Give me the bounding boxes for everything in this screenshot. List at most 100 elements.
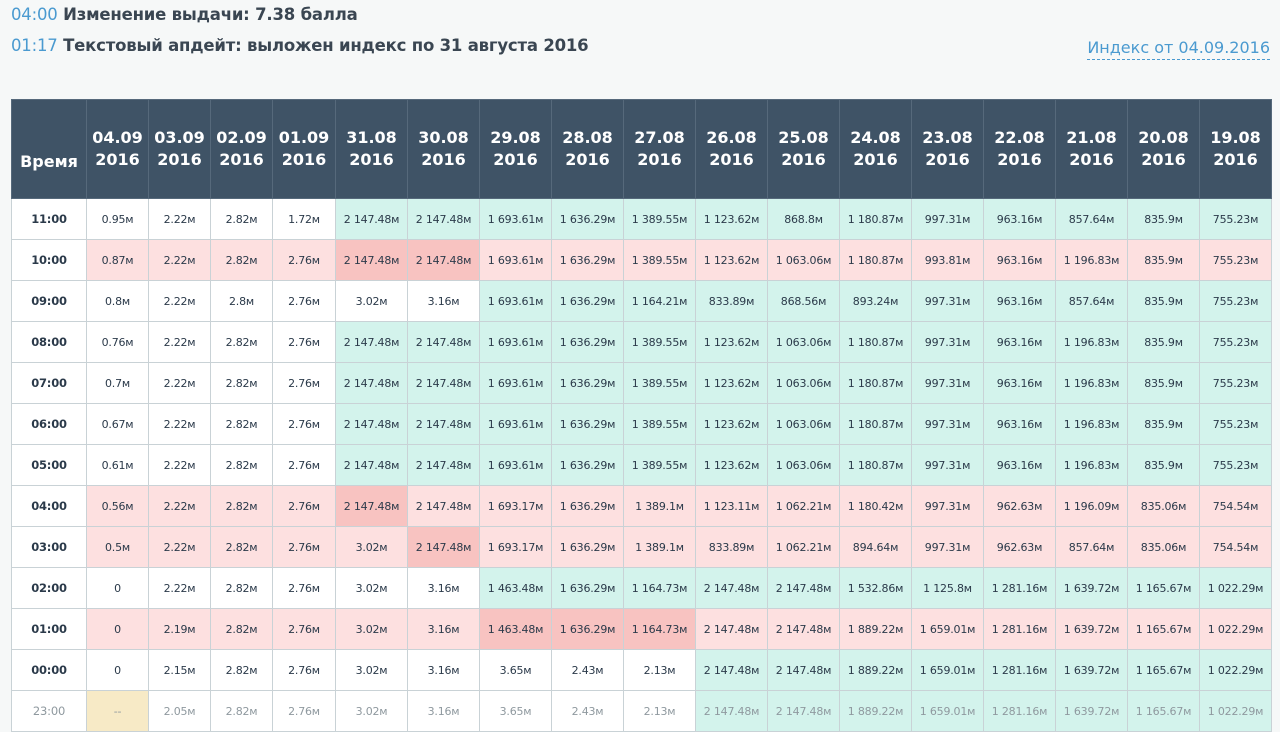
value-cell[interactable]: 2.05м — [148, 690, 211, 732]
value-cell[interactable]: 2.22м — [148, 485, 211, 527]
value-cell[interactable]: 2 147.48м — [335, 362, 408, 404]
value-cell[interactable]: 2.82м — [210, 567, 273, 609]
value-cell[interactable]: 1 180.87м — [839, 198, 912, 240]
value-cell[interactable]: 2.76м — [272, 485, 336, 527]
value-cell[interactable]: 1 389.1м — [623, 485, 696, 527]
value-cell[interactable]: 1 693.61м — [479, 362, 552, 404]
value-cell[interactable]: 2.82м — [210, 444, 273, 486]
value-cell[interactable]: 754.54м — [1199, 485, 1272, 527]
value-cell[interactable]: 1 389.55м — [623, 362, 696, 404]
value-cell[interactable]: 997.31м — [911, 198, 984, 240]
value-cell[interactable]: 1 164.21м — [623, 280, 696, 322]
value-cell[interactable]: 2 147.48м — [335, 403, 408, 445]
value-cell[interactable]: 2.82м — [210, 485, 273, 527]
value-cell[interactable]: 2 147.48м — [767, 608, 840, 650]
value-cell[interactable]: 3.02м — [335, 280, 408, 322]
value-cell[interactable]: 1 123.11м — [695, 485, 768, 527]
value-cell[interactable]: 755.23м — [1199, 239, 1272, 281]
value-cell[interactable]: 755.23м — [1199, 362, 1272, 404]
value-cell[interactable]: 2.22м — [148, 362, 211, 404]
value-cell[interactable]: 2 147.48м — [695, 649, 768, 691]
value-cell[interactable]: 997.31м — [911, 526, 984, 568]
date-column-header[interactable]: 29.08 2016 — [479, 99, 552, 199]
value-cell[interactable]: 3.02м — [335, 608, 408, 650]
value-cell[interactable]: 868.56м — [767, 280, 840, 322]
value-cell[interactable]: 1 281.16м — [983, 690, 1056, 732]
value-cell[interactable]: 2 147.48м — [407, 485, 480, 527]
value-cell[interactable]: 963.16м — [983, 444, 1056, 486]
value-cell[interactable]: 2.19м — [148, 608, 211, 650]
value-cell[interactable]: 2.76м — [272, 608, 336, 650]
value-cell[interactable]: 1 125.8м — [911, 567, 984, 609]
value-cell[interactable]: 1 636.29м — [551, 198, 624, 240]
value-cell[interactable]: 2.22м — [148, 198, 211, 240]
value-cell[interactable]: 962.63м — [983, 485, 1056, 527]
date-column-header[interactable]: 25.08 2016 — [767, 99, 840, 199]
value-cell[interactable]: 0.67м — [86, 403, 149, 445]
value-cell[interactable]: 1 196.09м — [1055, 485, 1128, 527]
value-cell[interactable]: 1 063.06м — [767, 444, 840, 486]
value-cell[interactable]: 1 389.1м — [623, 526, 696, 568]
value-cell[interactable]: 755.23м — [1199, 280, 1272, 322]
value-cell[interactable]: 2 147.48м — [767, 649, 840, 691]
value-cell[interactable]: 0.7м — [86, 362, 149, 404]
value-cell[interactable]: 2.43м — [551, 690, 624, 732]
date-column-header[interactable]: 19.08 2016 — [1199, 99, 1272, 199]
value-cell[interactable]: 833.89м — [695, 526, 768, 568]
value-cell[interactable]: 2.22м — [148, 321, 211, 363]
value-cell[interactable]: 2.82м — [210, 198, 273, 240]
value-cell[interactable]: 963.16м — [983, 280, 1056, 322]
value-cell[interactable]: 1 165.67м — [1127, 690, 1200, 732]
value-cell[interactable]: 3.16м — [407, 280, 480, 322]
value-cell[interactable]: 2.82м — [210, 239, 273, 281]
value-cell[interactable]: 754.54м — [1199, 526, 1272, 568]
date-column-header[interactable]: 21.08 2016 — [1055, 99, 1128, 199]
value-cell[interactable]: 1 636.29м — [551, 485, 624, 527]
value-cell[interactable]: 1 463.48м — [479, 567, 552, 609]
value-cell[interactable]: 1 281.16м — [983, 567, 1056, 609]
date-column-header[interactable]: 31.08 2016 — [335, 99, 408, 199]
value-cell[interactable]: 1 639.72м — [1055, 608, 1128, 650]
value-cell[interactable]: 1 180.87м — [839, 444, 912, 486]
value-cell[interactable]: 1 532.86м — [839, 567, 912, 609]
value-cell[interactable]: 0 — [86, 567, 149, 609]
value-cell[interactable]: 2.43м — [551, 649, 624, 691]
value-cell[interactable]: 1 389.55м — [623, 239, 696, 281]
value-cell[interactable]: 2.8м — [210, 280, 273, 322]
value-cell[interactable]: 3.02м — [335, 690, 408, 732]
value-cell[interactable]: 2.76м — [272, 526, 336, 568]
value-cell[interactable]: 894.64м — [839, 526, 912, 568]
value-cell[interactable]: 1 063.06м — [767, 321, 840, 363]
time-column-header[interactable]: Время — [11, 99, 87, 199]
value-cell[interactable]: 0.56м — [86, 485, 149, 527]
value-cell[interactable]: 1 636.29м — [551, 567, 624, 609]
value-cell[interactable]: 1 063.06м — [767, 403, 840, 445]
value-cell[interactable]: 2 147.48м — [695, 567, 768, 609]
value-cell[interactable]: 1 123.62м — [695, 198, 768, 240]
value-cell[interactable]: 1 022.29м — [1199, 608, 1272, 650]
value-cell[interactable]: 2 147.48м — [407, 198, 480, 240]
value-cell[interactable]: 755.23м — [1199, 403, 1272, 445]
value-cell[interactable]: 835.9м — [1127, 403, 1200, 445]
value-cell[interactable]: 2.22м — [148, 280, 211, 322]
value-cell[interactable]: 835.9м — [1127, 321, 1200, 363]
value-cell[interactable]: 835.9м — [1127, 198, 1200, 240]
value-cell[interactable]: 857.64м — [1055, 198, 1128, 240]
value-cell[interactable]: 3.02м — [335, 649, 408, 691]
value-cell[interactable]: 1 022.29м — [1199, 567, 1272, 609]
value-cell[interactable]: 1 636.29м — [551, 362, 624, 404]
value-cell[interactable]: 2.22м — [148, 567, 211, 609]
value-cell[interactable]: 2 147.48м — [695, 690, 768, 732]
value-cell[interactable]: 2 147.48м — [407, 444, 480, 486]
value-cell[interactable]: 1 389.55м — [623, 403, 696, 445]
value-cell[interactable]: 1 636.29м — [551, 403, 624, 445]
value-cell[interactable]: 2.13м — [623, 690, 696, 732]
value-cell[interactable]: 2.13м — [623, 649, 696, 691]
value-cell[interactable]: 2 147.48м — [407, 321, 480, 363]
value-cell[interactable]: 1 693.61м — [479, 239, 552, 281]
value-cell[interactable]: 1 281.16м — [983, 608, 1056, 650]
value-cell[interactable]: 997.31м — [911, 362, 984, 404]
value-cell[interactable]: 997.31м — [911, 321, 984, 363]
value-cell[interactable]: 2.22м — [148, 239, 211, 281]
date-column-header[interactable]: 04.09 2016 — [86, 99, 149, 199]
